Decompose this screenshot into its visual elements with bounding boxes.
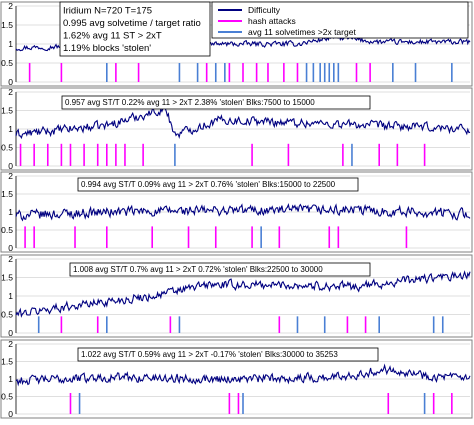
annotation-box: [59, 1, 211, 57]
legend-label: Difficulty: [248, 5, 281, 15]
y-tick-label: 2: [8, 87, 13, 97]
y-tick-label: 0.5: [1, 310, 13, 320]
annotation-text: Iridium N=720 T=175: [63, 6, 152, 17]
annotation-text: 1.19% blocks 'stolen': [63, 43, 151, 54]
annotation-text: 1.022 avg ST/T 0.59% avg 11 > 2xT -0.17%…: [81, 350, 338, 359]
chart-panel-5: 0 0.5 1 1.5 2 1.022 avg ST/T 0.59% avg 11 > 2…: [0, 339, 473, 419]
y-tick-label: 1: [8, 39, 13, 49]
y-tick-label: 1: [8, 207, 13, 217]
difficulty-line: [15, 270, 471, 318]
y-tick-label: 0: [8, 77, 13, 87]
legend-box: [211, 1, 469, 39]
annotation-box: [69, 262, 371, 277]
difficulty-line: [15, 363, 471, 387]
y-tick-label: 1.5: [1, 106, 13, 116]
annotation-box: [77, 347, 379, 362]
y-tick-label: 0.5: [1, 225, 13, 235]
y-tick-label: 1.5: [1, 357, 13, 367]
legend-label: avg 11 solvetimes >2x target: [248, 27, 356, 37]
y-tick-label: 1.5: [1, 273, 13, 283]
y-tick-label: 1: [8, 291, 13, 301]
y-tick-label: 1: [8, 374, 13, 384]
y-tick-label: 2: [8, 339, 13, 349]
annotation-text: 1.008 avg ST/T 0.7% avg 11 > 2xT 0.72% '…: [73, 265, 323, 274]
y-tick-label: 0.5: [1, 392, 13, 402]
chart-panel-2: 0 0.5 1 1.5 2 0.957 avg ST/T 0.22% avg 11 > 2…: [0, 87, 473, 171]
y-tick-label: 0: [8, 328, 13, 338]
y-tick-label: 0: [8, 161, 13, 171]
annotation-box: [61, 95, 371, 110]
annotation-text: 1.62% avg 11 ST > 2xT: [63, 31, 162, 42]
y-tick-label: 0.5: [1, 143, 13, 153]
y-tick-label: 0: [8, 409, 13, 419]
annotation-text: 0.957 avg ST/T 0.22% avg 11 > 2xT 2.38% …: [65, 98, 315, 107]
y-tick-label: 1.5: [1, 189, 13, 199]
y-tick-label: 2: [8, 171, 13, 181]
difficulty-line: [15, 203, 471, 222]
annotation-box: [77, 177, 359, 192]
y-tick-label: 1.5: [1, 20, 13, 30]
legend-label: hash attacks: [248, 16, 296, 26]
difficulty-line: [15, 103, 471, 140]
chart-panel-4: 0 0.5 1 1.5 2 1.008 avg ST/T 0.7% avg 11 > 2x…: [0, 254, 473, 338]
chart-panel-3: 0 0.5 1 1.5 2 0.994 avg ST/T 0.09% avg 11 > 2…: [0, 171, 473, 253]
y-tick-label: 2: [8, 1, 13, 11]
annotation-text: 0.995 avg solvetime / target ratio: [63, 18, 201, 29]
y-tick-label: 1: [8, 124, 13, 134]
y-tick-label: 0: [8, 243, 13, 253]
y-tick-label: 2: [8, 254, 13, 264]
y-tick-label: 0.5: [1, 58, 13, 68]
annotation-text: 0.994 avg ST/T 0.09% avg 11 > 2xT 0.76% …: [81, 180, 336, 189]
